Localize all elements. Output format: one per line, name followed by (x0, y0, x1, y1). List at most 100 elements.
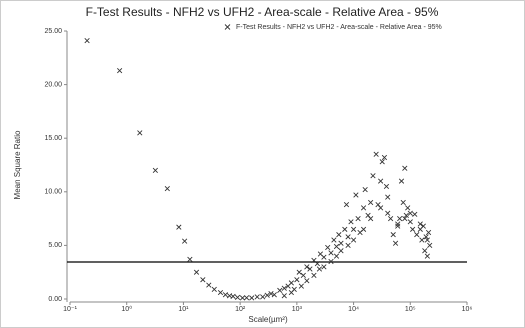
point (260, 294, 266, 300)
point (379, 159, 385, 165)
point (296, 269, 302, 275)
x-tick-label: 10⁻¹ (63, 306, 77, 313)
point (164, 185, 170, 192)
point (321, 254, 327, 260)
point (152, 167, 158, 173)
y-axis-label: Mean Square Ratio (13, 130, 22, 199)
point (316, 266, 323, 272)
point (217, 289, 224, 296)
point (193, 269, 200, 275)
x-tick-label: 10¹ (178, 306, 189, 313)
point (230, 293, 236, 299)
point (206, 282, 212, 288)
point (390, 232, 396, 238)
y-tick-label: 0.00 (48, 296, 62, 303)
point (407, 219, 413, 225)
point (378, 205, 384, 211)
point (281, 293, 287, 299)
point (304, 278, 310, 284)
point (360, 205, 367, 211)
point (288, 280, 294, 286)
x-tick-label: 10⁵ (405, 306, 416, 313)
point (385, 210, 391, 216)
x-tick-label: 10³ (292, 306, 303, 313)
point (387, 215, 394, 222)
point (373, 151, 379, 157)
point (321, 264, 327, 270)
point (288, 289, 294, 296)
x-tick-label: 10² (235, 306, 246, 313)
point (398, 178, 405, 184)
point (378, 178, 384, 184)
point (200, 277, 206, 283)
point (211, 286, 217, 292)
point (343, 202, 350, 208)
point (338, 248, 344, 254)
point (383, 183, 390, 190)
point (294, 277, 300, 283)
point (355, 215, 361, 222)
point (137, 130, 143, 136)
y-tick-label: 25.00 (44, 28, 62, 35)
y-tick-label: 5.00 (48, 242, 62, 249)
point (414, 232, 420, 238)
point (402, 215, 408, 222)
point (328, 250, 334, 256)
point (239, 295, 246, 301)
legend-marker (224, 24, 231, 30)
point (84, 38, 90, 44)
point (405, 205, 411, 211)
point (314, 261, 320, 267)
point (311, 272, 317, 279)
y-tick-label: 20.00 (44, 81, 62, 88)
point (400, 199, 406, 206)
point (281, 285, 287, 291)
point (427, 242, 433, 249)
x-tick-label: 10⁰ (121, 305, 132, 313)
point (424, 237, 430, 243)
point (249, 295, 255, 301)
point (243, 295, 250, 301)
point (117, 68, 123, 74)
point (182, 238, 188, 244)
point (412, 211, 418, 217)
point (348, 219, 354, 225)
point (381, 154, 388, 161)
y-tick-label: 15.00 (44, 135, 62, 142)
point (336, 232, 342, 238)
point (300, 272, 306, 279)
point (422, 248, 428, 254)
point (328, 258, 334, 265)
point (234, 294, 241, 301)
point (345, 234, 351, 240)
point (385, 194, 391, 200)
point (360, 226, 367, 232)
point (254, 294, 260, 300)
point (222, 292, 229, 298)
point (417, 221, 423, 227)
y-tick-label: 10.00 (44, 189, 62, 196)
chart-title: F-Test Results - NFH2 vs UFH2 - Area-sca… (86, 5, 439, 19)
point (419, 237, 425, 243)
point (368, 215, 374, 222)
point (350, 237, 357, 243)
point (424, 253, 430, 259)
point (264, 292, 270, 298)
point (395, 221, 401, 227)
x-tick-label: 10⁴ (348, 306, 359, 313)
point (423, 234, 429, 240)
point (338, 240, 344, 246)
point (395, 223, 401, 229)
point (277, 287, 283, 294)
point (342, 226, 348, 232)
legend-label: F-Test Results - NFH2 vs UFH2 - Area-sca… (236, 24, 442, 31)
x-axis-label: Scale(µm²) (248, 315, 288, 324)
point (417, 226, 423, 232)
point (350, 226, 357, 232)
point (268, 291, 274, 297)
point (333, 243, 340, 250)
point (298, 283, 304, 289)
point (345, 242, 351, 249)
point (407, 210, 413, 216)
